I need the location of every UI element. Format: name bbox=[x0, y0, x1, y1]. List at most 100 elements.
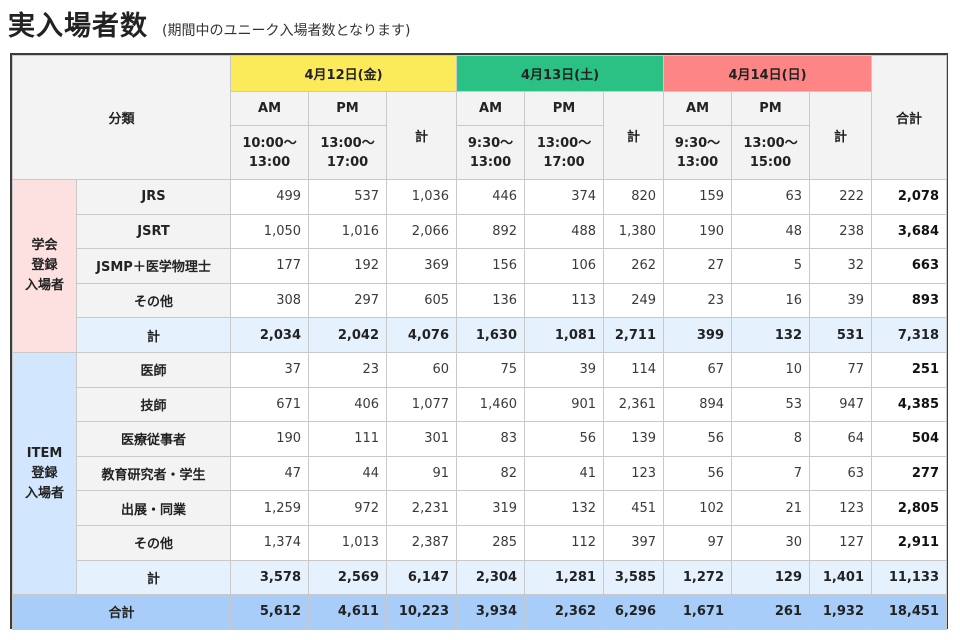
value-cell: 1,380 bbox=[603, 213, 665, 250]
value-cell: 56 bbox=[663, 421, 733, 457]
header-day-1-sum: 計 bbox=[386, 91, 458, 180]
value-cell: 901 bbox=[524, 386, 605, 423]
time-start: 9:30〜 bbox=[467, 135, 514, 151]
row-total-cell: 251 bbox=[871, 351, 948, 388]
row-label: JSMP＋医学物理士 bbox=[75, 248, 232, 284]
subtotal-cell: 7,318 bbox=[871, 317, 948, 353]
value-cell: 91 bbox=[386, 455, 458, 492]
value-cell: 894 bbox=[663, 386, 733, 423]
subtotal-cell: 2,042 bbox=[308, 317, 388, 353]
header-day-3-am-time: 9:30〜 13:00 bbox=[663, 125, 733, 180]
grand-total-cell: 1,932 bbox=[809, 594, 873, 630]
time-end: 17:00 bbox=[326, 154, 369, 170]
row-label: JSRT bbox=[75, 213, 232, 250]
value-cell: 190 bbox=[663, 213, 733, 250]
attendance-table: 分類 4月12日(金) 4月13日(土) 4月14日(日) 合計 AM PM 計… bbox=[11, 55, 948, 630]
header-day-2-am: AM bbox=[456, 91, 526, 126]
value-cell: 67 bbox=[663, 351, 733, 388]
value-cell: 1,374 bbox=[230, 524, 310, 561]
value-cell: 222 bbox=[809, 179, 873, 215]
header-day-1-am-time: 10:00〜 13:00 bbox=[230, 125, 310, 180]
subtotal-label: 計 bbox=[75, 559, 232, 596]
subtotal-cell: 1,281 bbox=[524, 559, 605, 596]
header-day-3: 4月14日(日) bbox=[663, 55, 873, 92]
subtotal-cell: 1,081 bbox=[524, 317, 605, 353]
attendance-table-frame: 分類 4月12日(金) 4月13日(土) 4月14日(日) 合計 AM PM 計… bbox=[10, 53, 948, 630]
value-cell: 537 bbox=[308, 179, 388, 215]
grand-total-label: 合計 bbox=[11, 594, 232, 630]
header-day-2-pm-time: 13:00〜 17:00 bbox=[524, 125, 605, 180]
title-row: 実入場者数 (期間中のユニーク入場者数となります) bbox=[8, 4, 411, 44]
value-cell: 301 bbox=[386, 421, 458, 457]
table-row: 教育研究者・学生 47 44 91 82 41 123 56 7 63 277 bbox=[13, 455, 948, 492]
value-cell: 114 bbox=[603, 351, 665, 388]
table-row: 技師 671 406 1,077 1,460 901 2,361 894 53 947 4,385 bbox=[13, 386, 948, 423]
subtotal-cell: 3,585 bbox=[603, 559, 665, 596]
value-cell: 53 bbox=[731, 386, 811, 423]
row-total-cell: 4,385 bbox=[871, 386, 948, 423]
value-cell: 190 bbox=[230, 421, 310, 457]
table-row: その他 1,374 1,013 2,387 285 112 397 97 30 127 2,911 bbox=[13, 524, 948, 561]
table-row: 医療従事者 190 111 301 83 56 139 56 8 64 504 bbox=[13, 421, 948, 457]
value-cell: 446 bbox=[456, 179, 526, 215]
value-cell: 48 bbox=[731, 213, 811, 250]
value-cell: 63 bbox=[731, 179, 811, 215]
value-cell: 37 bbox=[230, 351, 310, 388]
header-day-2-am-time: 9:30〜 13:00 bbox=[456, 125, 526, 180]
subtotal-cell: 3,578 bbox=[230, 559, 310, 596]
value-cell: 1,259 bbox=[230, 490, 310, 526]
subtotal-cell: 2,034 bbox=[230, 317, 310, 353]
value-cell: 132 bbox=[524, 490, 605, 526]
grand-total-cell: 261 bbox=[731, 594, 811, 630]
group-label-line: 入場者 bbox=[24, 277, 64, 293]
value-cell: 30 bbox=[731, 524, 811, 561]
table-row: JSRT 1,050 1,016 2,066 892 488 1,380 190 48 238 3,… bbox=[13, 213, 948, 250]
row-label: JRS bbox=[75, 179, 232, 215]
value-cell: 23 bbox=[663, 282, 733, 319]
value-cell: 892 bbox=[456, 213, 526, 250]
grand-total-cell: 5,612 bbox=[230, 594, 310, 630]
grand-total-row: 合計 5,612 4,611 10,223 3,934 2,362 6,296 1,671 26… bbox=[11, 594, 948, 630]
group-label-line: 登録 bbox=[31, 257, 58, 273]
value-cell: 406 bbox=[308, 386, 388, 423]
value-cell: 2,231 bbox=[386, 490, 458, 526]
value-cell: 5 bbox=[731, 248, 811, 284]
header-day-1-pm: PM bbox=[308, 91, 388, 126]
row-total-cell: 2,911 bbox=[871, 524, 948, 561]
value-cell: 123 bbox=[603, 455, 665, 492]
grand-total-cell: 18,451 bbox=[871, 594, 948, 630]
header-total: 合計 bbox=[871, 55, 948, 180]
value-cell: 97 bbox=[663, 524, 733, 561]
header-day-2-sum: 計 bbox=[603, 91, 665, 180]
value-cell: 21 bbox=[731, 490, 811, 526]
row-total-cell: 277 bbox=[871, 455, 948, 492]
value-cell: 397 bbox=[603, 524, 665, 561]
row-total-cell: 2,805 bbox=[871, 490, 948, 526]
value-cell: 47 bbox=[230, 455, 310, 492]
value-cell: 44 bbox=[308, 455, 388, 492]
row-total-cell: 893 bbox=[871, 282, 948, 319]
value-cell: 451 bbox=[603, 490, 665, 526]
value-cell: 2,387 bbox=[386, 524, 458, 561]
group-label-line: 入場者 bbox=[24, 485, 64, 501]
table-row: JSMP＋医学物理士 177 192 369 156 106 262 27 5 32 663 bbox=[13, 248, 948, 284]
time-start: 9:30〜 bbox=[674, 135, 721, 151]
row-total-cell: 504 bbox=[871, 421, 948, 457]
header-day-1: 4月12日(金) bbox=[230, 55, 458, 92]
value-cell: 112 bbox=[524, 524, 605, 561]
value-cell: 177 bbox=[230, 248, 310, 284]
value-cell: 671 bbox=[230, 386, 310, 423]
value-cell: 972 bbox=[308, 490, 388, 526]
value-cell: 1,016 bbox=[308, 213, 388, 250]
page-title: 実入場者数 bbox=[8, 11, 148, 42]
row-total-cell: 2,078 bbox=[871, 179, 948, 215]
value-cell: 1,036 bbox=[386, 179, 458, 215]
subtotal-cell: 132 bbox=[731, 317, 811, 353]
row-label: その他 bbox=[75, 282, 232, 319]
subtotal-cell: 1,630 bbox=[456, 317, 526, 353]
value-cell: 192 bbox=[308, 248, 388, 284]
value-cell: 113 bbox=[524, 282, 605, 319]
value-cell: 820 bbox=[603, 179, 665, 215]
value-cell: 156 bbox=[456, 248, 526, 284]
row-total-cell: 3,684 bbox=[871, 213, 948, 250]
